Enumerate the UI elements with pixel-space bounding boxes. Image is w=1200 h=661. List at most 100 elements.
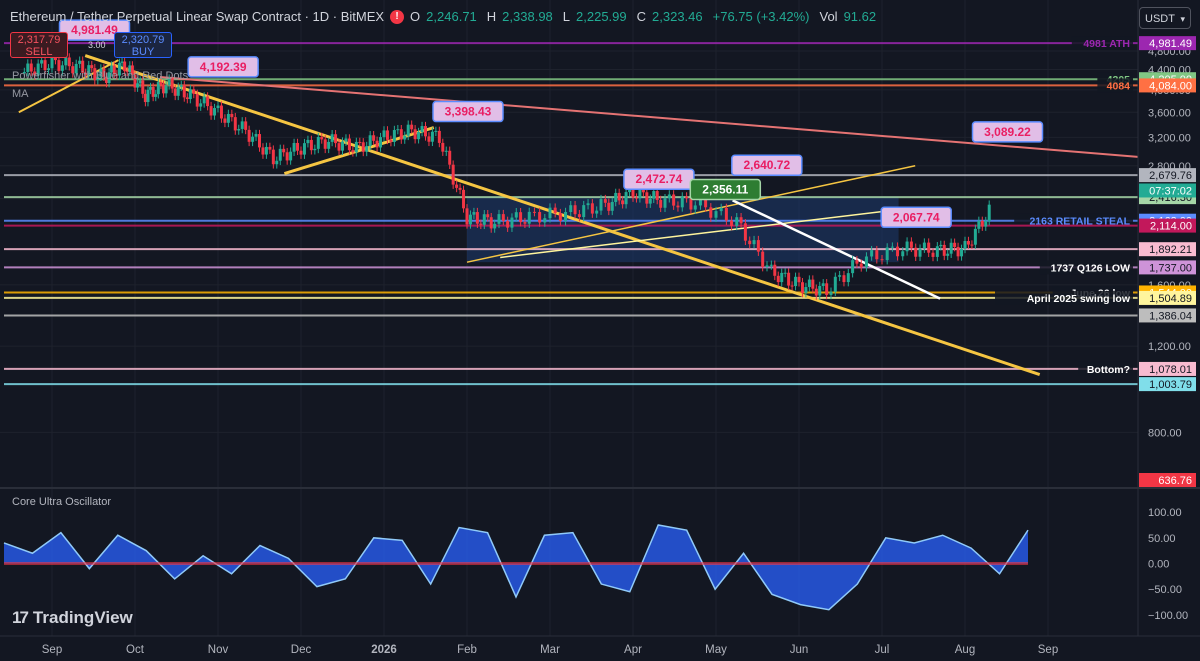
oscillator-line xyxy=(3,524,1029,611)
candle-body xyxy=(392,130,396,142)
price-callouts: 4,981.49 4,192.39 3,398.43 2,472.74 2,640.72… xyxy=(58,19,1044,229)
candle-body xyxy=(264,146,268,155)
time-tick-label: Jul xyxy=(875,644,890,656)
candle-body xyxy=(351,150,355,153)
time-tick-label: Nov xyxy=(208,644,229,656)
spread-value: 3.00 xyxy=(88,40,106,50)
candle-body xyxy=(107,72,111,83)
candle-body xyxy=(226,113,230,123)
level-price-tag xyxy=(1139,36,1196,51)
candle-body xyxy=(233,117,237,131)
candle-body xyxy=(527,211,531,224)
open-value: 2,246.71 xyxy=(426,9,477,24)
candle-body xyxy=(676,205,680,208)
candle-body xyxy=(185,97,189,100)
candle-body xyxy=(870,250,874,257)
candle-body xyxy=(296,142,300,151)
candle-body xyxy=(149,87,153,90)
candle-body xyxy=(610,201,614,211)
level-price-tag-text: 4,981.49 xyxy=(1149,38,1192,50)
candle-body xyxy=(735,217,739,226)
candle-body xyxy=(125,71,129,73)
candle-body xyxy=(128,65,132,72)
candle-body xyxy=(347,138,351,151)
candle-body xyxy=(261,147,265,155)
candle-body xyxy=(251,136,255,142)
candle-body xyxy=(698,198,702,206)
level-label-bg xyxy=(1078,361,1133,376)
candle-body xyxy=(81,60,85,73)
candle-body xyxy=(909,241,913,248)
candle-body xyxy=(569,205,573,213)
candle-body xyxy=(765,265,769,268)
candle-body xyxy=(337,143,341,151)
candle-body xyxy=(472,212,476,215)
level-price-tag xyxy=(1139,260,1196,275)
main-downtrend-line xyxy=(84,54,1041,376)
candle-body xyxy=(634,197,638,199)
candle-body xyxy=(624,192,628,205)
time-tick-label: 2026 xyxy=(371,644,397,656)
candle-body xyxy=(901,251,905,257)
candle-body xyxy=(71,66,75,74)
candle-body xyxy=(780,272,784,283)
candle-body xyxy=(931,252,935,257)
candle-body xyxy=(825,283,829,295)
candle-body xyxy=(64,57,68,66)
candle-body xyxy=(143,93,147,103)
candle-body xyxy=(704,198,708,208)
level-price-tag-text: 1,003.79 xyxy=(1149,379,1192,391)
oscillator-tick-label: −50.00 xyxy=(1148,584,1182,596)
candle-body xyxy=(396,129,400,131)
oscillator-pane: 100.00 50.00 0.00 −50.00 −100.00 xyxy=(0,487,1200,622)
candle-body xyxy=(548,207,552,219)
candle-body xyxy=(213,108,217,116)
candle-body xyxy=(115,74,119,76)
candle-body xyxy=(465,208,469,225)
wedge-line xyxy=(732,199,941,300)
candle-body xyxy=(292,142,296,152)
candle-body xyxy=(748,240,752,245)
currency-selector[interactable]: USDT ▾ xyxy=(1139,7,1191,29)
price-tick-label: 3,200.00 xyxy=(1148,132,1191,144)
candle-body xyxy=(977,220,981,229)
level-price-tag-text: 1,892.21 xyxy=(1149,244,1192,256)
price-axis[interactable]: 4,800.004,400.004,000.003,600.003,200.00… xyxy=(1137,0,1200,661)
change-value: +76.75 (+3.42%) xyxy=(712,9,810,24)
candle-body xyxy=(192,89,196,94)
candle-body xyxy=(595,210,599,214)
candle-body xyxy=(532,211,536,213)
channel-upper-line xyxy=(466,165,916,263)
price-callout-box xyxy=(432,100,504,123)
candle-body xyxy=(628,188,632,193)
candle-body xyxy=(156,82,160,95)
symbol-title[interactable]: Ethereum / Tether Perpetual Linear Swap … xyxy=(10,9,385,24)
countdown-tag xyxy=(1139,183,1196,198)
candle-body xyxy=(655,191,659,200)
time-axis[interactable]: Sep Oct Nov Dec 2026 Feb Mar Apr May Jun Jul Aug Sep xyxy=(0,635,1200,656)
level-label-bg xyxy=(1039,260,1133,275)
candle-body xyxy=(724,207,728,221)
tradingview-logo[interactable]: 17 TradingView xyxy=(12,608,133,628)
candle-body xyxy=(980,220,984,227)
candle-body xyxy=(621,200,625,205)
candle-body xyxy=(96,76,100,81)
indicator-label-ma[interactable]: MA xyxy=(12,88,29,100)
level-price-tag xyxy=(1139,78,1196,93)
candle-body xyxy=(57,60,61,71)
oscillator-label[interactable]: Core Ultra Oscillator xyxy=(12,496,112,508)
chart-header: Ethereum / Tether Perpetual Linear Swap … xyxy=(10,9,877,24)
candle-body xyxy=(268,146,272,150)
candle-body xyxy=(188,89,192,100)
candle-body xyxy=(26,63,30,72)
indicator-label-main[interactable]: Powerfisher with Blue and Red Dots xyxy=(12,70,189,82)
buy-button[interactable]: 2,320.79 BUY xyxy=(114,32,172,58)
candle-body xyxy=(807,279,811,288)
time-tick-label: Sep xyxy=(42,644,62,656)
candle-body xyxy=(918,248,922,257)
candle-body xyxy=(607,202,611,211)
level-label: 4981 ATH xyxy=(1083,38,1130,50)
candle-body xyxy=(667,194,671,199)
sell-button[interactable]: 2,317.79 SELL xyxy=(10,32,68,58)
